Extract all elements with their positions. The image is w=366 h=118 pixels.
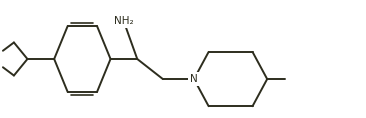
Text: NH₂: NH₂ (114, 16, 134, 26)
Text: N: N (190, 74, 198, 84)
